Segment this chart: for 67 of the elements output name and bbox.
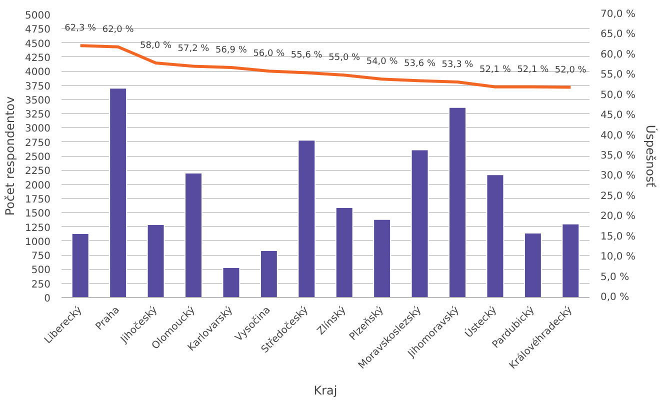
y2-tick-label: 45,0 % <box>600 110 636 122</box>
y-tick-label: 2750 <box>25 138 51 149</box>
y-tick-label: 750 <box>31 251 51 262</box>
data-label: 55,0 % <box>328 53 361 64</box>
y-tick-label: 3750 <box>25 81 51 92</box>
data-label: 56,9 % <box>215 45 248 56</box>
data-label: 52,0 % <box>554 65 587 76</box>
y-tick-label: 3250 <box>25 110 51 121</box>
y-tick-label: 4250 <box>25 52 51 64</box>
y-tick-label: 2250 <box>25 166 51 178</box>
bar <box>410 149 429 298</box>
data-label: 54,0 % <box>366 57 398 68</box>
data-label: 55,6 % <box>290 50 323 61</box>
data-label: 53,3 % <box>442 60 474 70</box>
bar <box>222 267 240 298</box>
y2-tick-label: 25,0 % <box>600 190 636 202</box>
bar <box>373 218 392 298</box>
data-label: 62,3 % <box>64 24 97 34</box>
y-tick-label: 1750 <box>25 194 51 206</box>
bar <box>260 250 278 298</box>
y2-tick-label: 20,0 % <box>600 211 636 222</box>
bar <box>298 140 316 298</box>
data-label: 53,6 % <box>404 58 436 69</box>
y2-tick-label: 35,0 % <box>600 150 636 162</box>
y-axis-title: Počet respondentov <box>3 96 18 216</box>
y2-tick-label: 0,0 % <box>600 292 630 303</box>
y2-tick-label: 65,0 % <box>600 29 636 40</box>
y-tick-label: 250 <box>31 279 51 290</box>
y-tick-label: 3500 <box>25 95 51 106</box>
y2-tick-label: 55,0 % <box>600 70 636 81</box>
y-tick-label: 2500 <box>25 152 51 163</box>
bar <box>184 172 202 298</box>
bar <box>109 88 128 298</box>
bar <box>146 224 165 298</box>
data-label: 56,0 % <box>253 49 286 60</box>
y-tick-label: 500 <box>31 265 51 276</box>
y-tick-label: 4000 <box>25 67 51 78</box>
y-tick-label: 1500 <box>25 208 51 220</box>
y-tick-label: 1000 <box>25 236 51 248</box>
y-tick-label: 1250 <box>25 222 51 234</box>
y2-tick-label: 5,0 % <box>600 272 630 283</box>
y2-tick-label: 10,0 % <box>600 252 636 263</box>
y2-tick-label: 15,0 % <box>600 231 636 242</box>
data-label: 57,2 % <box>178 44 210 54</box>
y-tick-label: 2000 <box>25 180 51 192</box>
bar <box>448 106 466 298</box>
y-tick-label: 0 <box>44 294 51 304</box>
data-label: 52,1 % <box>479 64 512 75</box>
data-label: 62,0 % <box>102 24 134 35</box>
y-tick-label: 4750 <box>25 24 51 36</box>
y-tick-label: 4500 <box>25 38 51 50</box>
y2-axis-title: Úspešnosť <box>643 124 658 188</box>
y-tick-label: 5000 <box>25 10 51 22</box>
y2-tick-label: 30,0 % <box>600 170 636 182</box>
data-label: 58,0 % <box>140 41 172 52</box>
bar <box>335 207 354 298</box>
y2-tick-label: 70,0 % <box>600 9 636 20</box>
bar <box>562 223 580 298</box>
y2-tick-label: 50,0 % <box>600 90 636 101</box>
y2-tick-label: 60,0 % <box>600 49 636 60</box>
bar <box>524 232 542 298</box>
bar <box>486 174 504 298</box>
x-axis-title: Kraj <box>314 383 338 398</box>
y2-tick-label: 40,0 % <box>600 130 636 142</box>
bar <box>71 233 90 298</box>
data-label: 52,1 % <box>517 64 550 75</box>
y-tick-label: 3000 <box>25 124 51 135</box>
